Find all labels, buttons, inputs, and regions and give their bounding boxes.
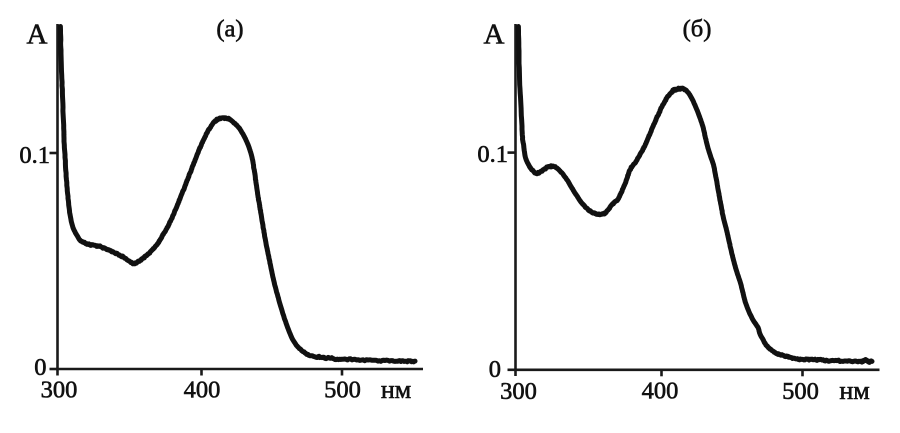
svg-text:нм: нм xyxy=(839,376,869,405)
svg-text:(б): (б) xyxy=(683,15,712,42)
svg-text:(a): (a) xyxy=(216,15,243,42)
svg-text:0: 0 xyxy=(489,356,501,383)
svg-text:500: 500 xyxy=(324,377,361,404)
svg-text:400: 400 xyxy=(642,378,679,405)
svg-text:0.1: 0.1 xyxy=(477,141,508,168)
svg-text:300: 300 xyxy=(41,377,78,404)
svg-text:400: 400 xyxy=(184,377,221,404)
svg-text:0.1: 0.1 xyxy=(19,142,50,169)
svg-text:500: 500 xyxy=(782,378,819,405)
svg-text:A: A xyxy=(27,19,48,51)
svg-text:нм: нм xyxy=(381,375,411,404)
svg-text:0: 0 xyxy=(34,354,46,381)
svg-text:300: 300 xyxy=(500,378,537,405)
svg-text:A: A xyxy=(484,19,505,51)
